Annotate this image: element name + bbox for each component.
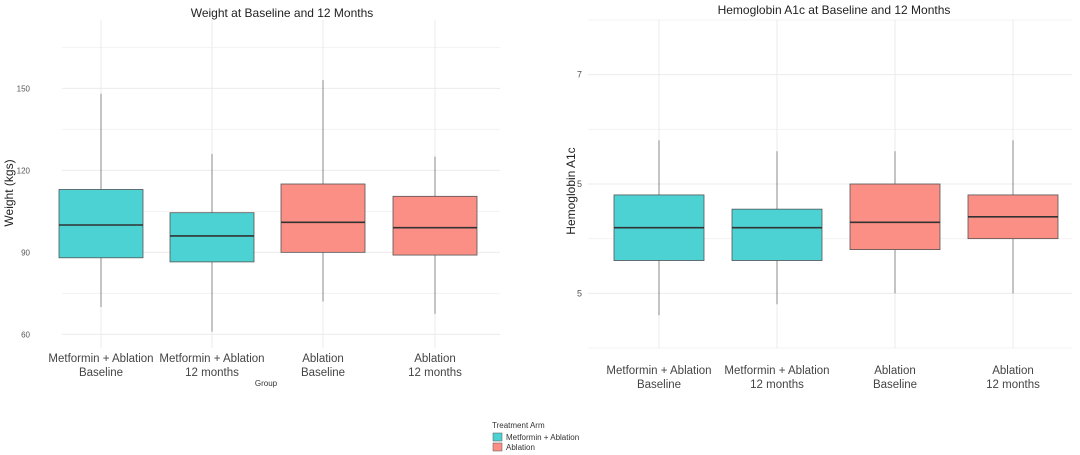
x-tick-label: Baseline: [79, 367, 123, 379]
x-tick-label: Metformin + Ablation: [159, 353, 264, 365]
box-2: [169, 153, 255, 332]
box-iqr: [58, 189, 144, 259]
legend-swatch: [492, 442, 503, 452]
chart-title: Weight at Baseline and 12 Months: [191, 6, 374, 20]
x-tick-label: Metformin + Ablation: [606, 365, 711, 377]
y-tick-label: 5: [577, 179, 582, 189]
x-tick-label: Baseline: [637, 379, 681, 391]
x-tick-label: Baseline: [301, 367, 345, 379]
y-tick-label: 90: [21, 248, 30, 257]
legend-label: Ablation: [506, 443, 535, 452]
x-tick-label: Metformin + Ablation: [724, 365, 829, 377]
box-3: [849, 151, 941, 294]
box-iqr: [392, 195, 478, 256]
box-1: [613, 140, 705, 316]
box-3: [280, 80, 366, 302]
panel-hba1c: 5 5 7 Metformin + Ablation Baseline Metformin…: [564, 3, 1072, 391]
y-tick-label: 5: [577, 288, 582, 298]
x-axis-label: Group: [255, 379, 278, 388]
x-tick-label: 12 months: [986, 379, 1040, 391]
box-4: [967, 140, 1059, 294]
box-iqr: [169, 212, 255, 263]
legend-label: Metformin + Ablation: [506, 433, 579, 442]
box-iqr: [849, 183, 941, 250]
box-4: [392, 156, 478, 314]
x-tick-label: Ablation: [992, 365, 1034, 377]
y-axis-label: Weight (kgs): [2, 159, 16, 226]
y-tick-label: 120: [17, 166, 31, 175]
legend: Treatment Arm Metformin + AblationAblatio…: [492, 421, 579, 452]
chart-title: Hemoglobin A1c at Baseline and 12 Months: [718, 3, 951, 17]
x-tick-label: Ablation: [302, 353, 344, 365]
y-tick-label: 7: [577, 70, 582, 80]
y-axis-label: Hemoglobin A1c: [564, 147, 578, 234]
box-2: [731, 151, 823, 305]
box-iqr: [280, 183, 366, 253]
x-tick-label: Metformin + Ablation: [48, 353, 153, 365]
legend-swatch: [492, 432, 503, 442]
x-tick-label: Ablation: [414, 353, 456, 365]
box-iqr: [731, 208, 823, 261]
x-tick-label: 12 months: [750, 379, 804, 391]
box-1: [58, 93, 144, 307]
x-tick-label: 12 months: [185, 367, 239, 379]
x-tick-label: Ablation: [874, 365, 916, 377]
x-tick-label: 12 months: [408, 367, 462, 379]
y-tick-label: 60: [21, 330, 30, 339]
panel-weight: 60 90 120 150 Metformin + Ablation Baseline Me…: [2, 6, 500, 388]
y-tick-label: 150: [17, 84, 31, 93]
legend-title: Treatment Arm: [492, 421, 545, 430]
x-tick-label: Baseline: [873, 379, 917, 391]
